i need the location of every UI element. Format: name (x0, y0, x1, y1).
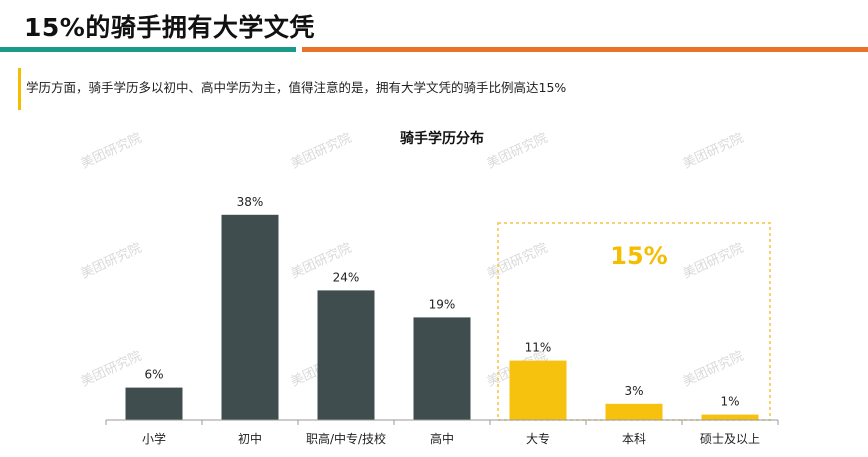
bar-value-label: 11% (525, 341, 552, 355)
bar-value-label: 6% (144, 368, 163, 382)
bar (125, 387, 183, 420)
bar (221, 214, 279, 420)
bar-value-label: 38% (237, 195, 264, 209)
x-tick-label: 职高/中专/技校 (306, 431, 386, 446)
bar-value-label: 19% (429, 297, 456, 311)
highlight-total-label: 15% (610, 242, 667, 270)
bar (701, 414, 759, 420)
x-tick-label: 初中 (238, 431, 262, 446)
bar-value-label: 1% (720, 395, 739, 409)
x-tick-label: 小学 (142, 431, 166, 446)
bar (605, 403, 663, 420)
page-title: 15%的骑手拥有大学文凭 (24, 13, 315, 42)
title-rule-teal (0, 47, 296, 52)
bar-value-label: 24% (333, 270, 360, 284)
bar-value-label: 3% (624, 384, 643, 398)
x-tick-label: 高中 (430, 431, 454, 446)
title-rule-orange (302, 47, 868, 52)
chart-title: 骑手学历分布 (400, 130, 484, 147)
x-tick-label: 硕士及以上 (700, 432, 760, 446)
bar (413, 317, 471, 420)
x-tick-label: 大专 (526, 431, 550, 446)
bar (509, 360, 567, 420)
bar (317, 290, 375, 420)
x-tick-label: 本科 (622, 432, 646, 446)
summary-accent-bar (18, 68, 21, 110)
summary-text: 学历方面，骑手学历多以初中、高中学历为主，值得注意的是，拥有大学文凭的骑手比例高… (26, 80, 567, 95)
